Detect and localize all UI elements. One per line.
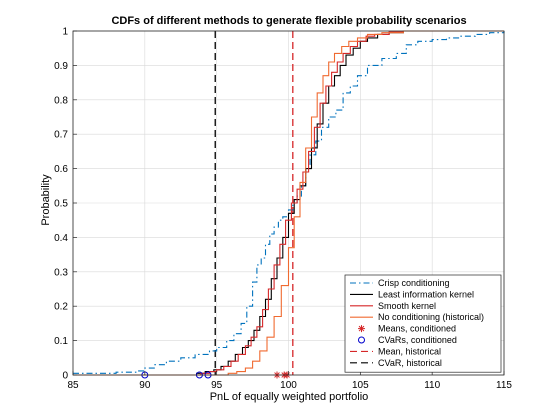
- legend-marker-means-conditioned: [358, 325, 365, 333]
- y-tick-label: 0.6: [54, 164, 68, 175]
- y-tick-label: 0.5: [54, 199, 68, 210]
- y-tick-label: 0: [62, 371, 68, 382]
- legend-label: Mean, historical: [378, 346, 441, 356]
- x-axis-ticks: 85 90 95 100 105 110 115: [67, 371, 512, 391]
- y-tick-label: 0.4: [54, 233, 68, 244]
- x-tick-label: 100: [280, 380, 297, 391]
- legend-box: [344, 274, 502, 373]
- y-tick-label: 0.3: [54, 267, 68, 278]
- legend-label: Crisp conditioning: [378, 278, 450, 288]
- chart-title: CDFs of different methods to generate fl…: [111, 15, 466, 27]
- series-lines: [73, 30, 505, 376]
- x-axis-label: PnL of equally weighted portfolio: [210, 391, 369, 403]
- x-tick-label: 95: [211, 380, 223, 391]
- y-tick-label: 0.1: [54, 336, 68, 347]
- x-tick-label: 115: [496, 380, 512, 391]
- x-tick-label: 110: [424, 380, 440, 391]
- legend-label: CVaR, historical: [378, 358, 442, 368]
- y-tick-label: 1: [62, 27, 68, 38]
- x-tick-label: 105: [352, 380, 369, 391]
- legend-label: Smooth kernel: [378, 301, 436, 311]
- series-no-conditioning-historical-: [73, 30, 504, 376]
- series-least-information-kernel: [73, 30, 504, 376]
- asterisk-stroke: [358, 325, 365, 332]
- legend-label: Means, conditioned: [378, 324, 456, 334]
- series-smooth-kernel: [73, 30, 504, 376]
- series-crisp-conditioning: [73, 31, 505, 374]
- y-tick-label: 0.7: [54, 130, 68, 141]
- y-tick-label: 0.9: [54, 61, 68, 72]
- legend-label: Least information kernel: [378, 289, 474, 299]
- x-tick-label: 90: [139, 380, 151, 391]
- legend-label: CVaRs, conditioned: [378, 335, 457, 345]
- y-axis-ticks: 0 0.1 0.2 0.3 0.4 0.5 0.6 0.7 0.8 0.9 1: [54, 27, 77, 382]
- y-axis-label: Probability: [40, 174, 52, 226]
- y-tick-label: 0.2: [54, 302, 68, 313]
- x-tick-label: 85: [67, 380, 79, 391]
- y-tick-label: 0.8: [54, 95, 68, 106]
- legend-label: No conditioning (historical): [378, 312, 484, 322]
- legend-marker-cvars-conditioned: [358, 336, 365, 344]
